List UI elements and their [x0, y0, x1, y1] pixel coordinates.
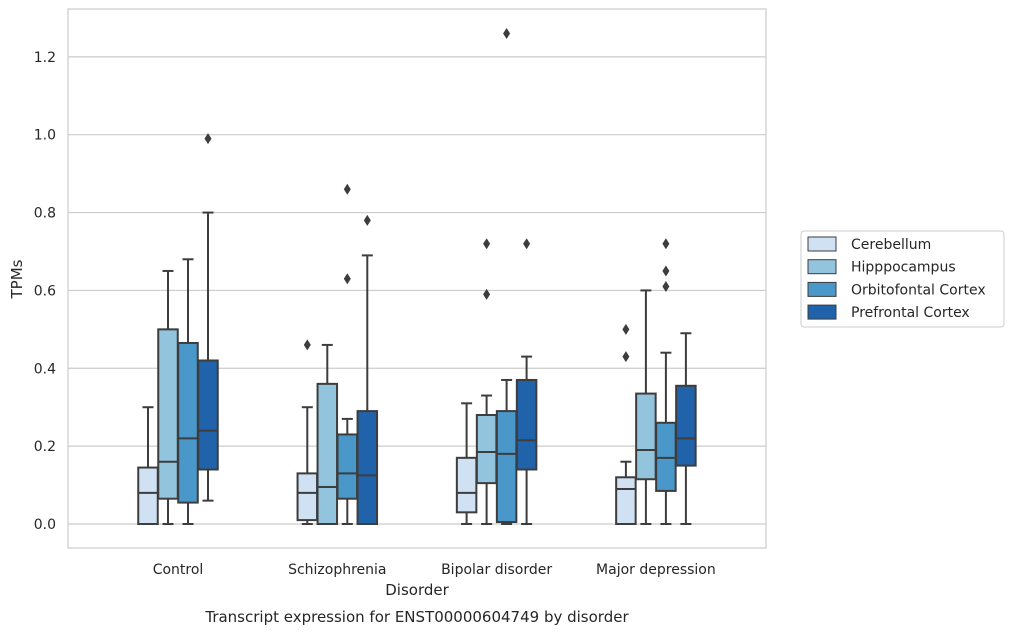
box-hipppocampus-2: [475, 238, 498, 525]
box-hipppocampus-0: [157, 269, 179, 525]
legend-swatch: [807, 281, 837, 297]
legend-item: Orbitofontal Cortex: [807, 281, 986, 298]
box-orbitofontal-cortex-3: [655, 238, 677, 525]
x-tick-label: Schizophrenia: [288, 562, 386, 578]
iqr-box: [475, 413, 498, 485]
iqr-box: [296, 472, 319, 522]
iqr-box: [455, 456, 478, 514]
legend-label: Cerebellum: [851, 237, 931, 253]
outlier-point: [503, 27, 511, 39]
x-axis-label: Disorder: [385, 581, 449, 599]
legend-swatch: [807, 304, 837, 320]
outlier-point: [303, 339, 311, 351]
y-tick-label: 0.4: [34, 361, 56, 377]
outlier-point: [523, 238, 531, 250]
legend-item: Hipppocampus: [807, 259, 956, 276]
box-plot-series: [137, 27, 697, 526]
iqr-box: [356, 410, 379, 525]
plot-frame: [67, 8, 767, 549]
legend-label: Hipppocampus: [851, 260, 956, 276]
x-tick-label: Major depression: [596, 562, 716, 578]
iqr-box: [515, 378, 538, 471]
outlier-point: [204, 133, 212, 145]
legend-swatch: [807, 236, 837, 252]
x-axis-ticks: Control Schizophrenia Bipolar disorder Majo…: [153, 562, 716, 578]
legend-item: Prefrontal Cortex: [807, 304, 970, 321]
x-tick-label: Bipolar disorder: [441, 562, 552, 578]
box-orbitofontal-cortex-0: [177, 258, 199, 525]
box-cerebellum-2: [455, 402, 478, 525]
iqr-box: [495, 410, 518, 524]
iqr-box: [177, 341, 199, 504]
y-tick-label: 0.8: [34, 206, 56, 222]
outlier-point: [622, 323, 630, 335]
iqr-box: [157, 328, 179, 500]
y-tick-label: 1.2: [34, 50, 56, 66]
outlier-point: [662, 238, 670, 250]
legend-frame: [800, 230, 1005, 328]
outlier-point: [622, 351, 630, 363]
box-prefrontal-cortex-2: [515, 238, 538, 525]
outlier-point: [483, 238, 491, 250]
iqr-box: [197, 359, 219, 471]
outlier-point: [343, 273, 351, 285]
iqr-box: [635, 392, 657, 481]
outlier-point: [662, 265, 670, 277]
box-prefrontal-cortex-0: [197, 133, 219, 502]
legend: Cerebellum Hipppocampus Orbitofontal Corte…: [800, 230, 1005, 328]
y-tick-label: 0.2: [34, 439, 56, 455]
legend-label: Prefrontal Cortex: [851, 305, 970, 321]
chart-caption: Transcript expression for ENST0000060474…: [204, 608, 629, 626]
y-tick-label: 0.6: [34, 283, 56, 299]
outlier-point: [343, 183, 351, 195]
box-cerebellum-3: [615, 323, 637, 525]
iqr-box: [316, 382, 339, 525]
x-tick-label: Control: [153, 562, 204, 578]
outlier-point: [363, 214, 371, 226]
iqr-box: [336, 433, 359, 500]
y-axis-ticks: 0.0 0.2 0.4 0.6 0.8 1.0 1.2: [34, 50, 56, 533]
box-cerebellum-0: [137, 406, 159, 526]
iqr-box: [137, 466, 159, 526]
outlier-point: [483, 288, 491, 300]
box-hipppocampus-3: [635, 289, 657, 525]
legend-swatch: [807, 259, 837, 275]
y-tick-label: 1.0: [34, 128, 56, 144]
legend-label: Orbitofontal Cortex: [851, 282, 986, 298]
y-tick-label: 0.0: [34, 517, 56, 533]
iqr-box: [675, 384, 697, 467]
box-prefrontal-cortex-3: [675, 332, 697, 525]
iqr-box: [615, 476, 637, 525]
outlier-point: [662, 281, 670, 293]
y-axis-label: TPMs: [8, 259, 26, 299]
box-prefrontal-cortex-1: [356, 214, 379, 525]
legend-item: Cerebellum: [807, 236, 931, 253]
